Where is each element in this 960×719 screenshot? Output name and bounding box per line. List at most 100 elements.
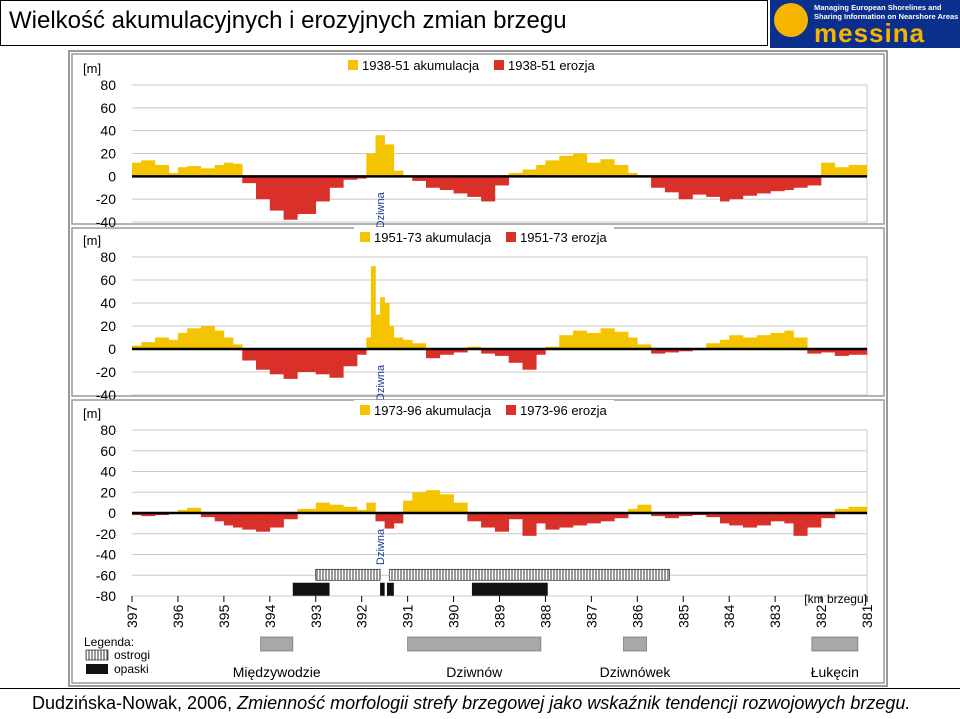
y-tick-label: -20 bbox=[96, 526, 116, 542]
accumulation-bar bbox=[453, 502, 468, 513]
y-tick-label: 80 bbox=[100, 422, 116, 438]
town-label: Dziwnów bbox=[446, 664, 503, 680]
accumulation-bar bbox=[536, 164, 546, 177]
town-label: Międzywodzie bbox=[233, 664, 321, 680]
legend-swatch-groynes bbox=[85, 649, 109, 661]
legend-swatch-erosion bbox=[506, 232, 516, 242]
accumulation-bar bbox=[329, 504, 344, 513]
accumulation-bar bbox=[366, 337, 372, 349]
accumulation-bar bbox=[770, 332, 785, 349]
caption-title: Zmienność morfologii strefy brzegowej ja… bbox=[237, 693, 911, 713]
revetment-bar bbox=[386, 582, 394, 596]
accumulation-bar bbox=[834, 508, 849, 513]
accumulation-bar bbox=[439, 494, 454, 513]
messina-logo: Managing European Shorelines and Sharing… bbox=[770, 0, 960, 48]
logo-tagline-1: Managing European Shorelines and bbox=[814, 3, 942, 12]
y-tick-label: -80 bbox=[96, 588, 116, 604]
legend-label-groynes: ostrogi bbox=[114, 648, 150, 662]
erosion-bar bbox=[664, 349, 679, 353]
erosion-bar bbox=[729, 176, 744, 200]
y-tick-label: 60 bbox=[100, 100, 116, 116]
accumulation-bar bbox=[793, 337, 808, 349]
erosion-bar bbox=[536, 349, 546, 355]
revetment-bar bbox=[471, 582, 548, 596]
title-bar: Wielkość akumulacyjnych i erozyjnych zmi… bbox=[0, 0, 768, 46]
accumulation-bar bbox=[380, 297, 385, 349]
x-tick-label: 395 bbox=[216, 604, 232, 628]
accumulation-bar bbox=[600, 159, 615, 177]
x-tick-label: 390 bbox=[446, 604, 462, 628]
x-tick-label: 381 bbox=[859, 604, 875, 628]
accumulation-bar bbox=[742, 337, 758, 349]
legend-swatch-accumulation bbox=[360, 232, 370, 242]
accumulation-bar bbox=[834, 167, 849, 177]
erosion-bar bbox=[223, 513, 234, 526]
accumulation-bar bbox=[154, 164, 170, 177]
accumulation-bar bbox=[573, 153, 588, 177]
x-tick-label: 391 bbox=[400, 604, 416, 628]
accumulation-bar bbox=[403, 339, 413, 349]
erosion-bar bbox=[678, 176, 693, 200]
accumulation-bar bbox=[393, 337, 404, 349]
legend-box bbox=[342, 55, 602, 73]
accumulation-bar bbox=[200, 326, 215, 349]
erosion-bar bbox=[494, 176, 509, 186]
erosion-bar bbox=[384, 513, 395, 529]
erosion-bar bbox=[614, 513, 629, 519]
y-tick-label: 80 bbox=[100, 77, 116, 93]
dziwna-river-label: Dziwna bbox=[375, 528, 387, 565]
erosion-bar bbox=[784, 176, 794, 191]
erosion-bar bbox=[784, 513, 794, 524]
erosion-bar bbox=[329, 349, 344, 378]
groyne-bar bbox=[315, 568, 381, 581]
accumulation-bar bbox=[389, 326, 395, 349]
accumulation-bar bbox=[628, 337, 638, 349]
accumulation-bar bbox=[168, 339, 179, 349]
y-tick-label: 40 bbox=[100, 123, 116, 139]
town-extent-bar bbox=[811, 636, 859, 652]
x-tick-label: 394 bbox=[262, 604, 278, 628]
erosion-bar bbox=[481, 513, 496, 528]
erosion-bar bbox=[467, 176, 482, 197]
erosion-bar bbox=[770, 176, 785, 192]
x-tick-label: 396 bbox=[170, 604, 186, 628]
erosion-bar bbox=[256, 176, 271, 200]
x-tick-label: 397 bbox=[124, 604, 140, 628]
town-label: Łukęcin bbox=[811, 664, 859, 680]
erosion-bar bbox=[793, 176, 808, 188]
erosion-bar bbox=[756, 513, 771, 526]
town-label: Dziwnówek bbox=[600, 664, 672, 680]
y-tick-label: -60 bbox=[96, 567, 116, 583]
x-tick-label: 386 bbox=[629, 604, 645, 628]
accumulation-bar bbox=[784, 330, 794, 349]
y-tick-label: 60 bbox=[100, 272, 116, 288]
legend-swatch-accumulation bbox=[360, 405, 370, 415]
accumulation-bar bbox=[384, 144, 395, 177]
legend-box bbox=[354, 400, 614, 418]
accumulation-bar bbox=[706, 343, 721, 349]
accumulation-bar bbox=[370, 266, 376, 349]
chart-panel-3 bbox=[71, 399, 885, 684]
accumulation-bar bbox=[297, 508, 317, 513]
accumulation-bar bbox=[154, 337, 170, 349]
x-tick-label: 389 bbox=[492, 604, 508, 628]
erosion-bar bbox=[453, 349, 468, 353]
legend-label-revetments: opaski bbox=[114, 662, 149, 676]
structures-legend-title: Legenda: bbox=[84, 635, 134, 649]
accumulation-bar bbox=[187, 166, 202, 177]
erosion-bar bbox=[200, 513, 215, 518]
x-tick-label: 383 bbox=[767, 604, 783, 628]
accumulation-bar bbox=[628, 508, 638, 513]
erosion-bar bbox=[315, 176, 330, 202]
accumulation-bar bbox=[375, 314, 381, 349]
accumulation-bar bbox=[132, 162, 142, 177]
erosion-bar bbox=[269, 349, 284, 375]
accumulation-bar bbox=[614, 164, 629, 177]
shoreline-change-charts: 80 60 40 20 0 -20 -40 [m] 1938-51 akumulacja 1938… bbox=[71, 53, 885, 684]
y-tick-label: 0 bbox=[108, 341, 116, 357]
accumulation-bar bbox=[177, 509, 188, 513]
erosion-bar bbox=[742, 176, 758, 196]
erosion-bar bbox=[481, 176, 496, 202]
erosion-bar bbox=[315, 349, 330, 375]
accumulation-bar bbox=[586, 162, 601, 177]
